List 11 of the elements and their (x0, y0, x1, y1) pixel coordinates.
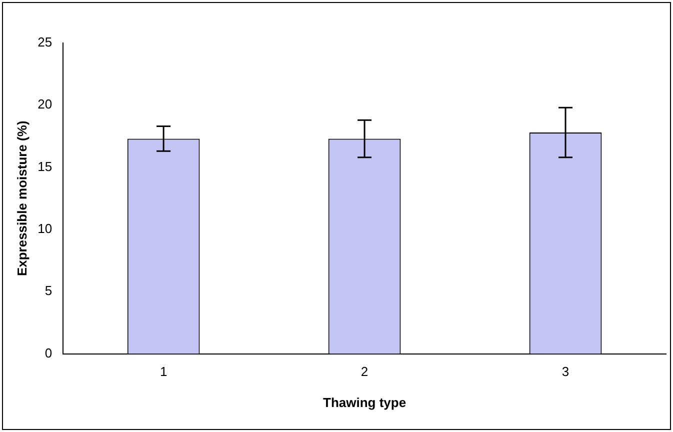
y-tick-label: 20 (38, 96, 52, 112)
x-tick-label: 1 (160, 364, 168, 380)
y-tick-label: 5 (44, 283, 52, 298)
y-tick-label: 10 (38, 221, 52, 236)
x-tick-label: 3 (562, 364, 570, 380)
y-axis-title: Expressible moisture (%) (14, 120, 30, 276)
y-tick-label: 0 (44, 345, 52, 360)
y-tick-label: 25 (38, 34, 52, 50)
x-axis-title: Thawing type (323, 394, 406, 410)
x-tick-label: 2 (360, 364, 368, 380)
y-tick-label: 15 (38, 158, 52, 174)
